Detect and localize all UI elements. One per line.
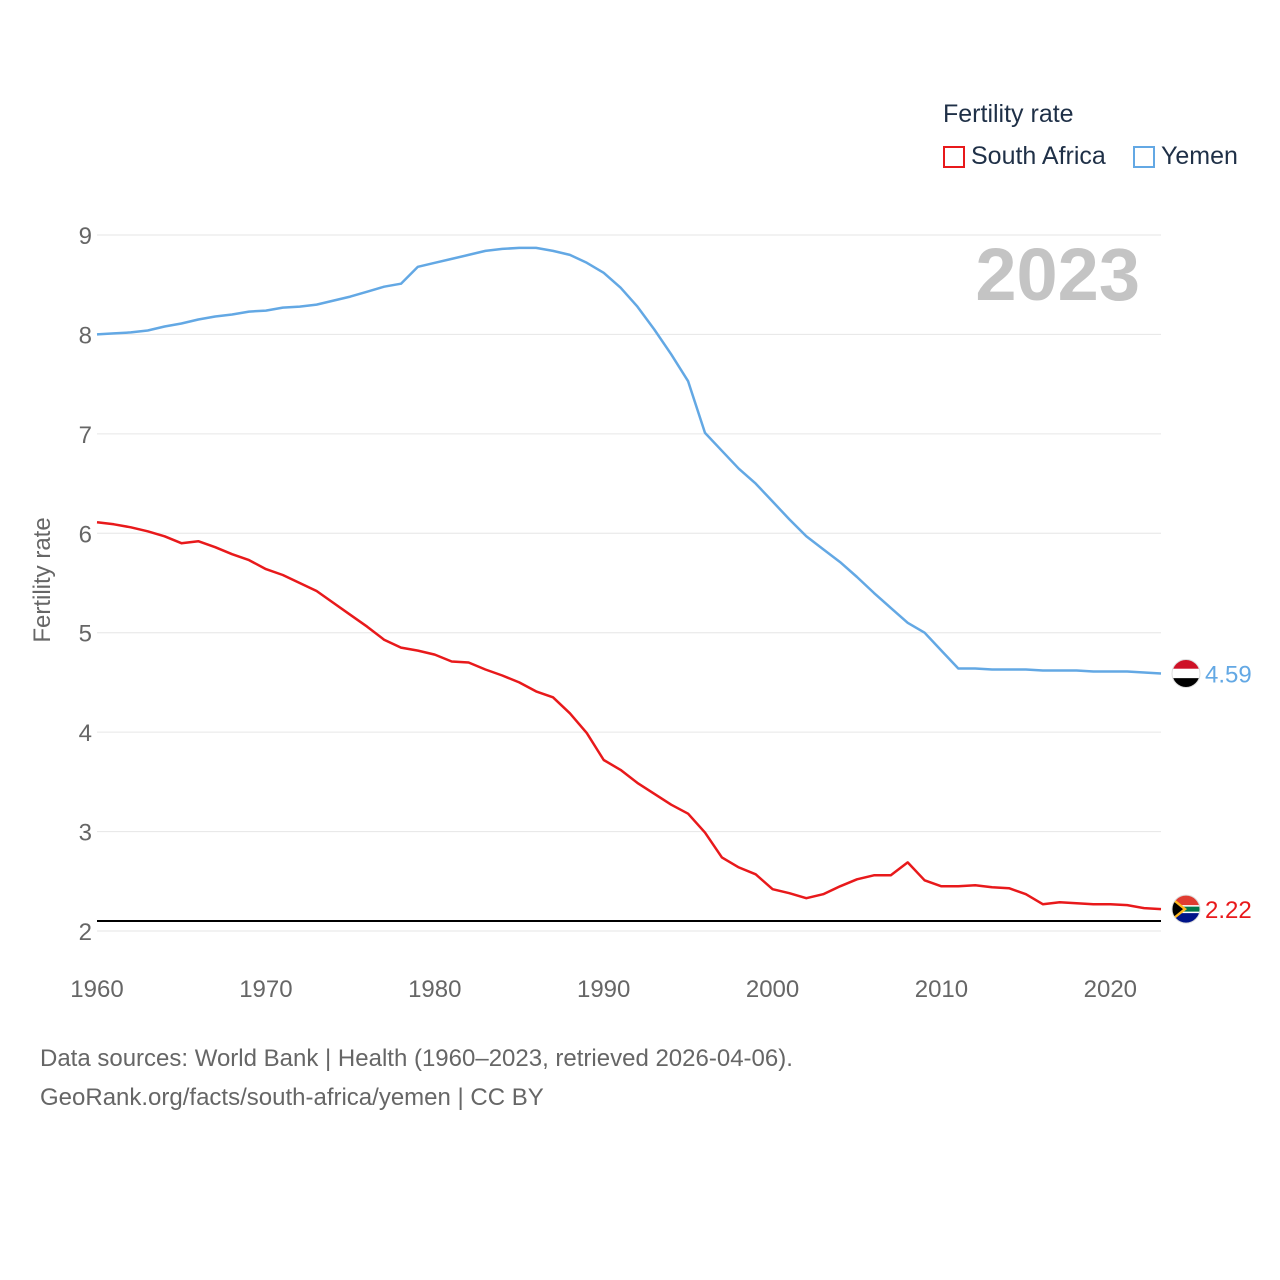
y-tick-label-3: 3	[79, 820, 92, 847]
flag-outline-south-africa	[1171, 894, 1201, 924]
legend-swatch-south-africa	[943, 145, 965, 168]
series-line-yemen	[96, 246, 1162, 675]
x-tick-label-2010: 2010	[915, 976, 968, 1003]
y-tick-label-2: 2	[79, 919, 92, 946]
flag-stripe-red	[1172, 659, 1200, 669]
year-watermark: 2023	[975, 233, 1140, 316]
legend-label-yemen: Yemen	[1161, 142, 1238, 170]
y-tick-label-8: 8	[79, 322, 92, 349]
legend-swatch-yemen	[1133, 145, 1155, 168]
x-tick-label-1970: 1970	[239, 976, 292, 1003]
y-axis-label: Fertility rate	[29, 517, 56, 642]
series-line-south-africa	[96, 521, 1162, 911]
end-value-label-south-africa: 2.22	[1205, 897, 1252, 924]
x-tick-label-1990: 1990	[577, 976, 630, 1003]
x-tick-label-2000: 2000	[746, 976, 799, 1003]
y-axis: 2 3 4 5 6 7 8 9	[79, 223, 92, 946]
flag-south-africa-icon	[1171, 894, 1201, 924]
x-axis: 1960 1970 1980 1990 2000 2010 2020	[70, 976, 1137, 1003]
series-lines	[96, 246, 1162, 911]
flag-outline-yemen	[1171, 658, 1201, 688]
data-source-text: Data sources: World Bank | Health (1960–…	[40, 1045, 793, 1072]
flag-stripe-white	[1172, 668, 1200, 679]
y-tick-label-6: 6	[79, 521, 92, 548]
flag-chevron-black	[1172, 900, 1183, 919]
x-tick-label-1980: 1980	[408, 976, 461, 1003]
x-tick-label-2020: 2020	[1084, 976, 1137, 1003]
flag-body-south-africa	[1172, 895, 1200, 924]
y-tick-label-7: 7	[79, 422, 92, 449]
y-tick-label-5: 5	[79, 621, 92, 648]
y-tick-label-9: 9	[79, 223, 92, 250]
legend-label-south-africa: South Africa	[971, 142, 1106, 170]
legend-item-yemen[interactable]: Yemen	[1133, 142, 1238, 171]
legend-item-south-africa[interactable]: South Africa	[943, 142, 1106, 171]
legend-title: Fertility rate	[943, 100, 1074, 128]
y-tick-label-4: 4	[79, 720, 92, 747]
flag-stripe-black	[1172, 678, 1200, 688]
series-end-labels: 2.22 4.59	[1171, 658, 1252, 924]
source-url-text[interactable]: GeoRank.org/facts/south-africa/yemen | C…	[40, 1084, 544, 1111]
flag-yemen-icon	[1171, 658, 1201, 688]
end-value-label-yemen: 4.59	[1205, 661, 1252, 688]
flag-body-yemen	[1172, 659, 1200, 688]
gridlines	[97, 234, 1161, 932]
x-tick-label-1960: 1960	[70, 976, 123, 1003]
